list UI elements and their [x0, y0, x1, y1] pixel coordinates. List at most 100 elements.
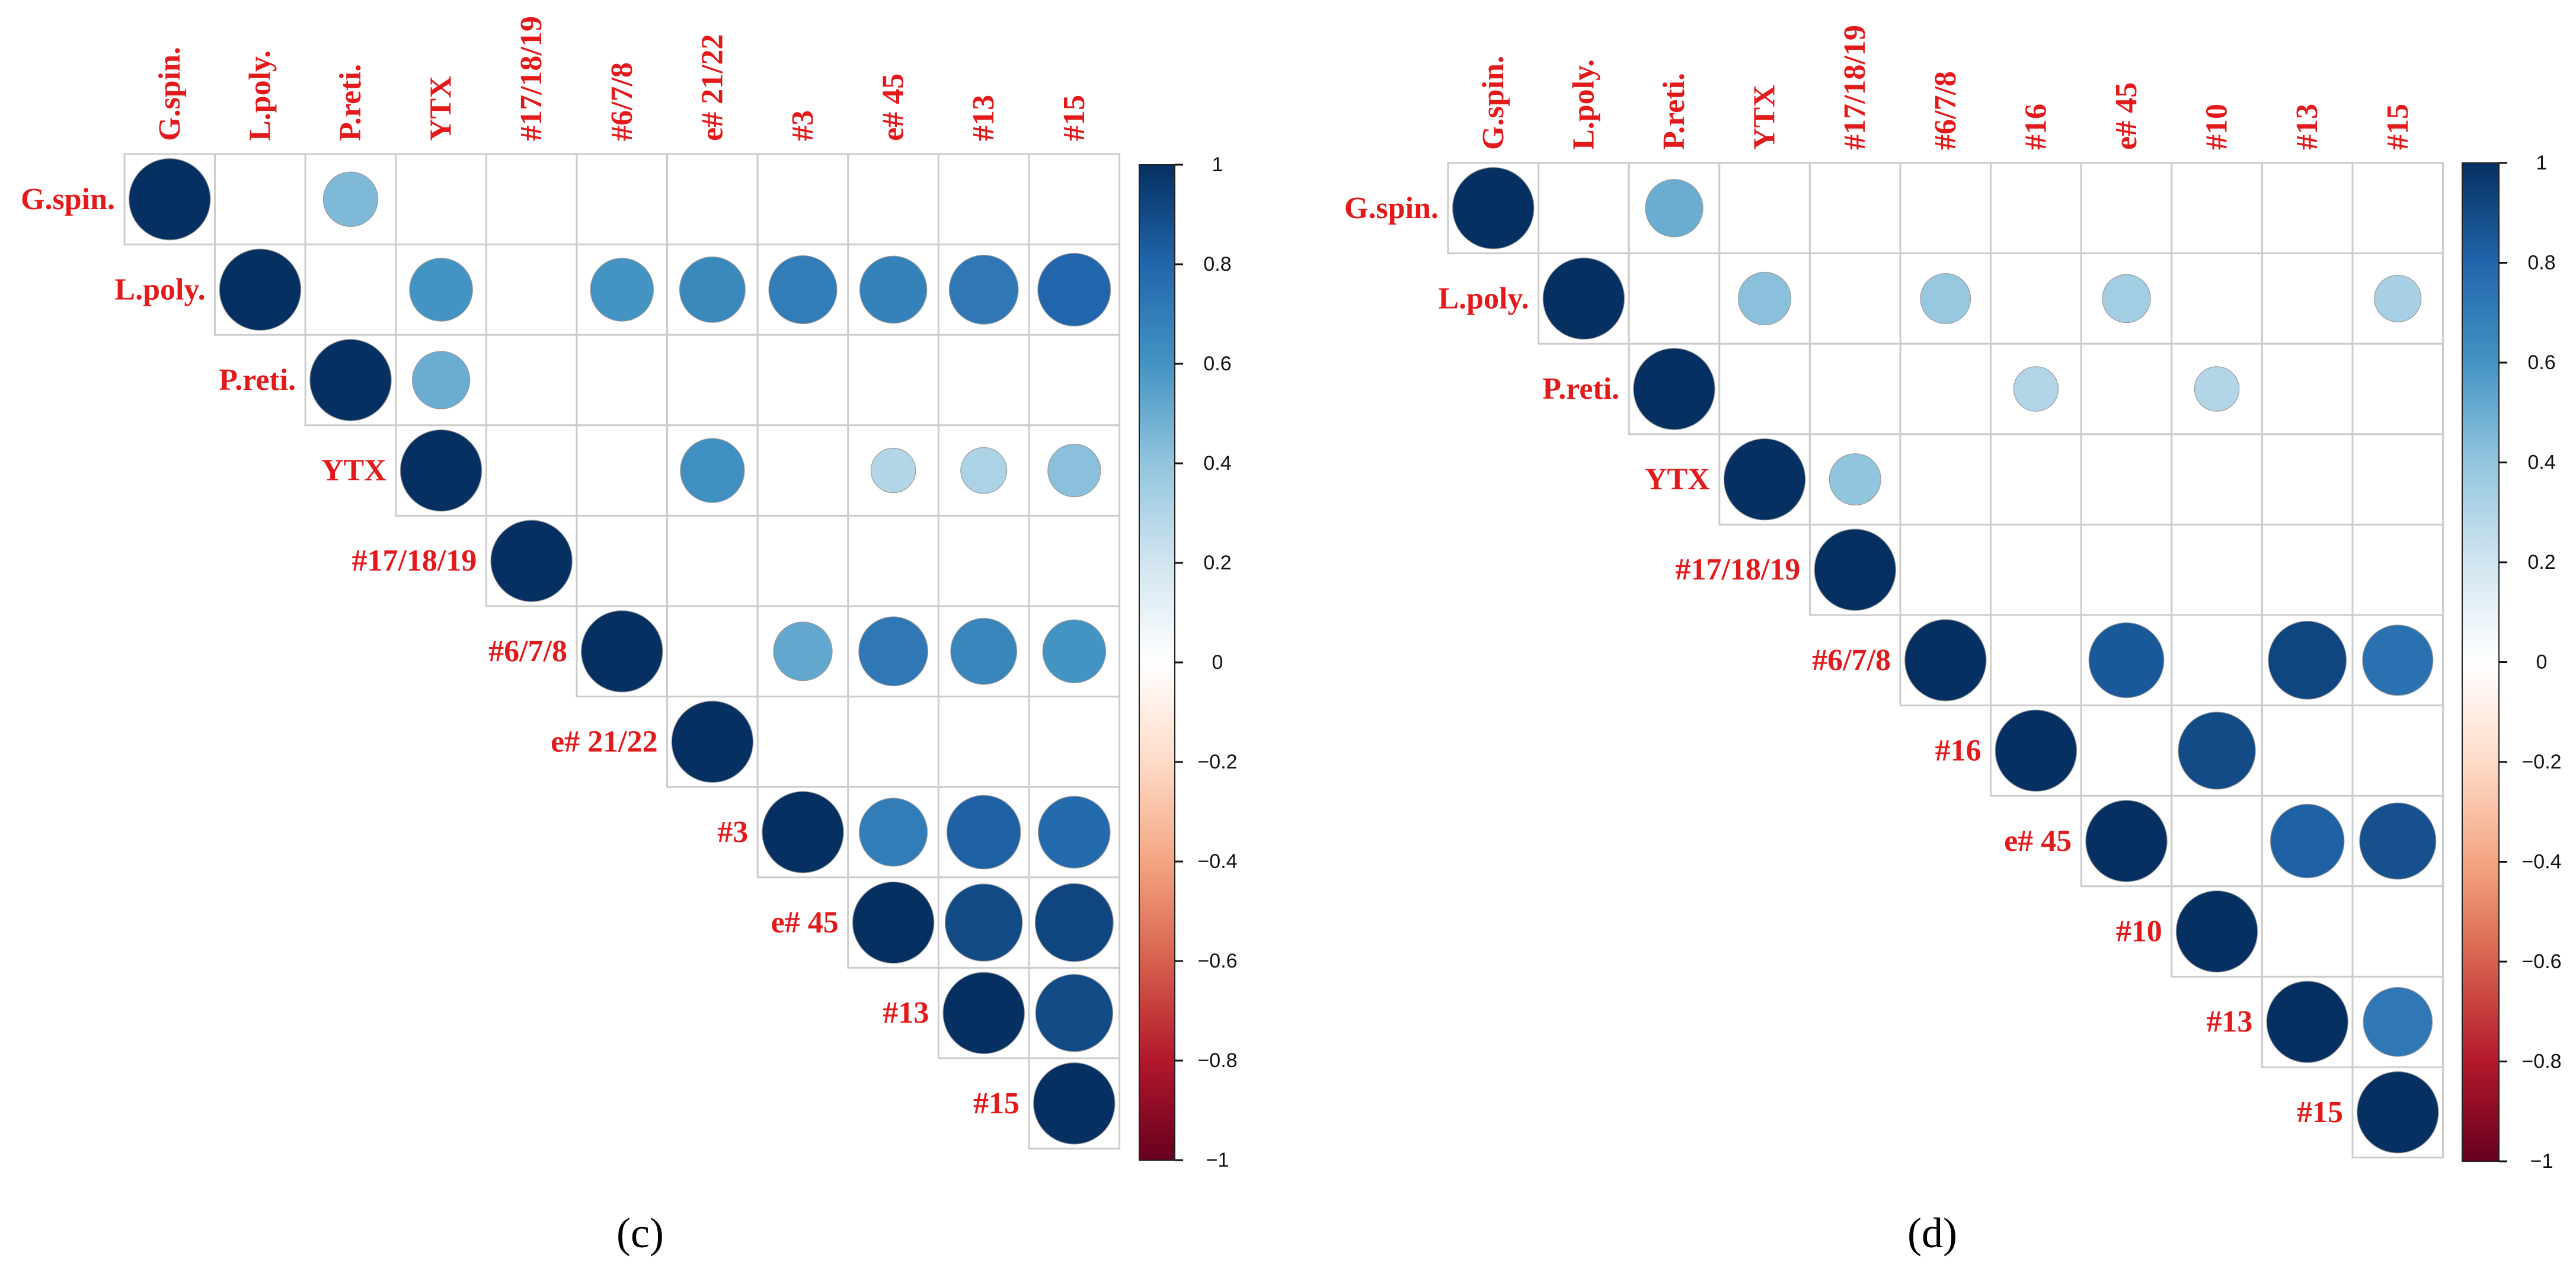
- colorbar-tick-label: 1: [2536, 152, 2548, 174]
- grid-cell: [2171, 614, 2263, 707]
- grid-cell: [1028, 334, 1121, 427]
- correlation-circle: [2270, 803, 2345, 879]
- grid-cell: [756, 424, 849, 517]
- grid-cell: [2261, 252, 2354, 345]
- grid-cell: [2351, 162, 2444, 255]
- grid-cell: [2261, 704, 2354, 797]
- grid-cell: [1899, 523, 1992, 616]
- column-label: #6/7/8: [1929, 71, 1963, 150]
- column-label: #13: [967, 95, 1001, 141]
- correlation-circle: [960, 447, 1008, 494]
- grid-cell: [937, 153, 1030, 246]
- row-label: YTX: [321, 454, 386, 488]
- grid-cell: [485, 424, 578, 517]
- grid-cell: [2351, 433, 2444, 526]
- grid-cell: [1028, 514, 1121, 607]
- grid-cell: [2351, 523, 2444, 616]
- colorbar-tick-label: −1: [2530, 1150, 2553, 1173]
- grid-cell: [756, 696, 849, 788]
- row-label: e# 21/22: [551, 725, 658, 758]
- grid-cell: [666, 153, 759, 246]
- column-label: e# 45: [877, 73, 910, 141]
- correlation-circle: [942, 972, 1025, 1054]
- grid-cell: [666, 514, 759, 607]
- correlation-circle: [1645, 179, 1704, 238]
- correlation-circle: [581, 610, 663, 693]
- grid-cell: [2351, 704, 2444, 797]
- grid-cell: [576, 153, 669, 246]
- grid-cell: [1899, 342, 1992, 435]
- correlation-circle: [2088, 622, 2165, 699]
- grid-cell: [395, 153, 487, 246]
- colorbar: [1139, 165, 1175, 1160]
- grid-cell: [1990, 252, 2082, 345]
- column-label: YTX: [1748, 85, 1782, 150]
- correlation-circle: [679, 256, 746, 323]
- correlation-circle: [858, 616, 928, 687]
- grid-cell: [2171, 252, 2263, 345]
- correlation-circle: [2268, 620, 2347, 700]
- correlation-circle: [1452, 167, 1535, 249]
- row-label: #6/7/8: [488, 635, 567, 668]
- grid-cell: [2080, 704, 2173, 797]
- grid-cell: [847, 153, 939, 246]
- colorbar-tick-label: −0.8: [1197, 1049, 1237, 1072]
- correlation-circle: [2362, 625, 2434, 696]
- grid-cell: [937, 696, 1030, 788]
- grid-cell: [847, 334, 939, 427]
- correlation-circle: [2175, 890, 2258, 973]
- correlation-circle: [309, 339, 392, 421]
- grid-cell: [1899, 433, 1992, 526]
- column-label: P.reti.: [1657, 73, 1691, 150]
- grid-cell: [214, 153, 306, 246]
- grid-cell: [1990, 162, 2082, 255]
- correlation-circle: [680, 438, 745, 503]
- correlation-circle: [859, 798, 928, 867]
- correlation-circle: [2363, 987, 2433, 1057]
- grid-cell: [576, 334, 669, 427]
- column-label: #15: [1057, 95, 1091, 141]
- correlation-circle: [399, 429, 482, 512]
- column-label: e# 21/22: [695, 34, 729, 141]
- column-label: #10: [2200, 104, 2234, 150]
- correlation-circle: [1814, 529, 1896, 611]
- correlation-circle: [1633, 348, 1715, 430]
- correlation-circle: [944, 883, 1023, 962]
- correlation-circle: [411, 351, 471, 409]
- column-label: #15: [2381, 104, 2415, 150]
- correlation-circle: [2374, 274, 2422, 322]
- grid-cell: [2080, 162, 2173, 255]
- correlation-circle: [219, 248, 302, 331]
- colorbar-tick-label: 0.4: [1203, 452, 1231, 475]
- grid-cell: [2261, 162, 2354, 255]
- correlation-circle: [1995, 709, 2078, 792]
- colorbar-tick-label: −0.6: [1197, 950, 1237, 972]
- colorbar-tick-label: −0.4: [1197, 850, 1237, 873]
- correlation-circle: [2013, 366, 2059, 412]
- column-label: #3: [786, 110, 820, 141]
- row-label: L.poly.: [114, 273, 205, 306]
- colorbar-tick-label: 0: [1212, 651, 1223, 674]
- correlation-circle: [1035, 973, 1114, 1052]
- correlation-circle: [2266, 981, 2348, 1063]
- correlation-circle: [1033, 1062, 1116, 1145]
- colorbar-tick-label: −0.8: [2521, 1051, 2561, 1073]
- row-label: L.poly.: [1438, 281, 1529, 315]
- row-label: e# 45: [771, 906, 839, 940]
- grid-cell: [847, 696, 939, 788]
- grid-cell: [666, 334, 759, 427]
- column-label: P.reti.: [334, 64, 367, 141]
- correlation-circle: [1047, 443, 1101, 498]
- row-label: #10: [2116, 915, 2162, 949]
- column-label: #13: [2290, 104, 2324, 150]
- correlation-circle: [671, 700, 754, 783]
- grid-cell: [666, 605, 759, 698]
- column-label: #17/18/19: [1838, 25, 1872, 150]
- grid-cell: [2171, 523, 2263, 616]
- colorbar-tick-label: 0.2: [1203, 552, 1231, 574]
- correlation-circle: [1920, 273, 1971, 324]
- corrplot-panel-d: G.spin. L.poly. P.reti. YTX #17/18/19 #6/7/8 #…: [1344, 25, 2562, 1257]
- grid-cell: [1628, 252, 1721, 345]
- correlation-circle: [946, 795, 1021, 870]
- grid-cell: [1808, 342, 1901, 435]
